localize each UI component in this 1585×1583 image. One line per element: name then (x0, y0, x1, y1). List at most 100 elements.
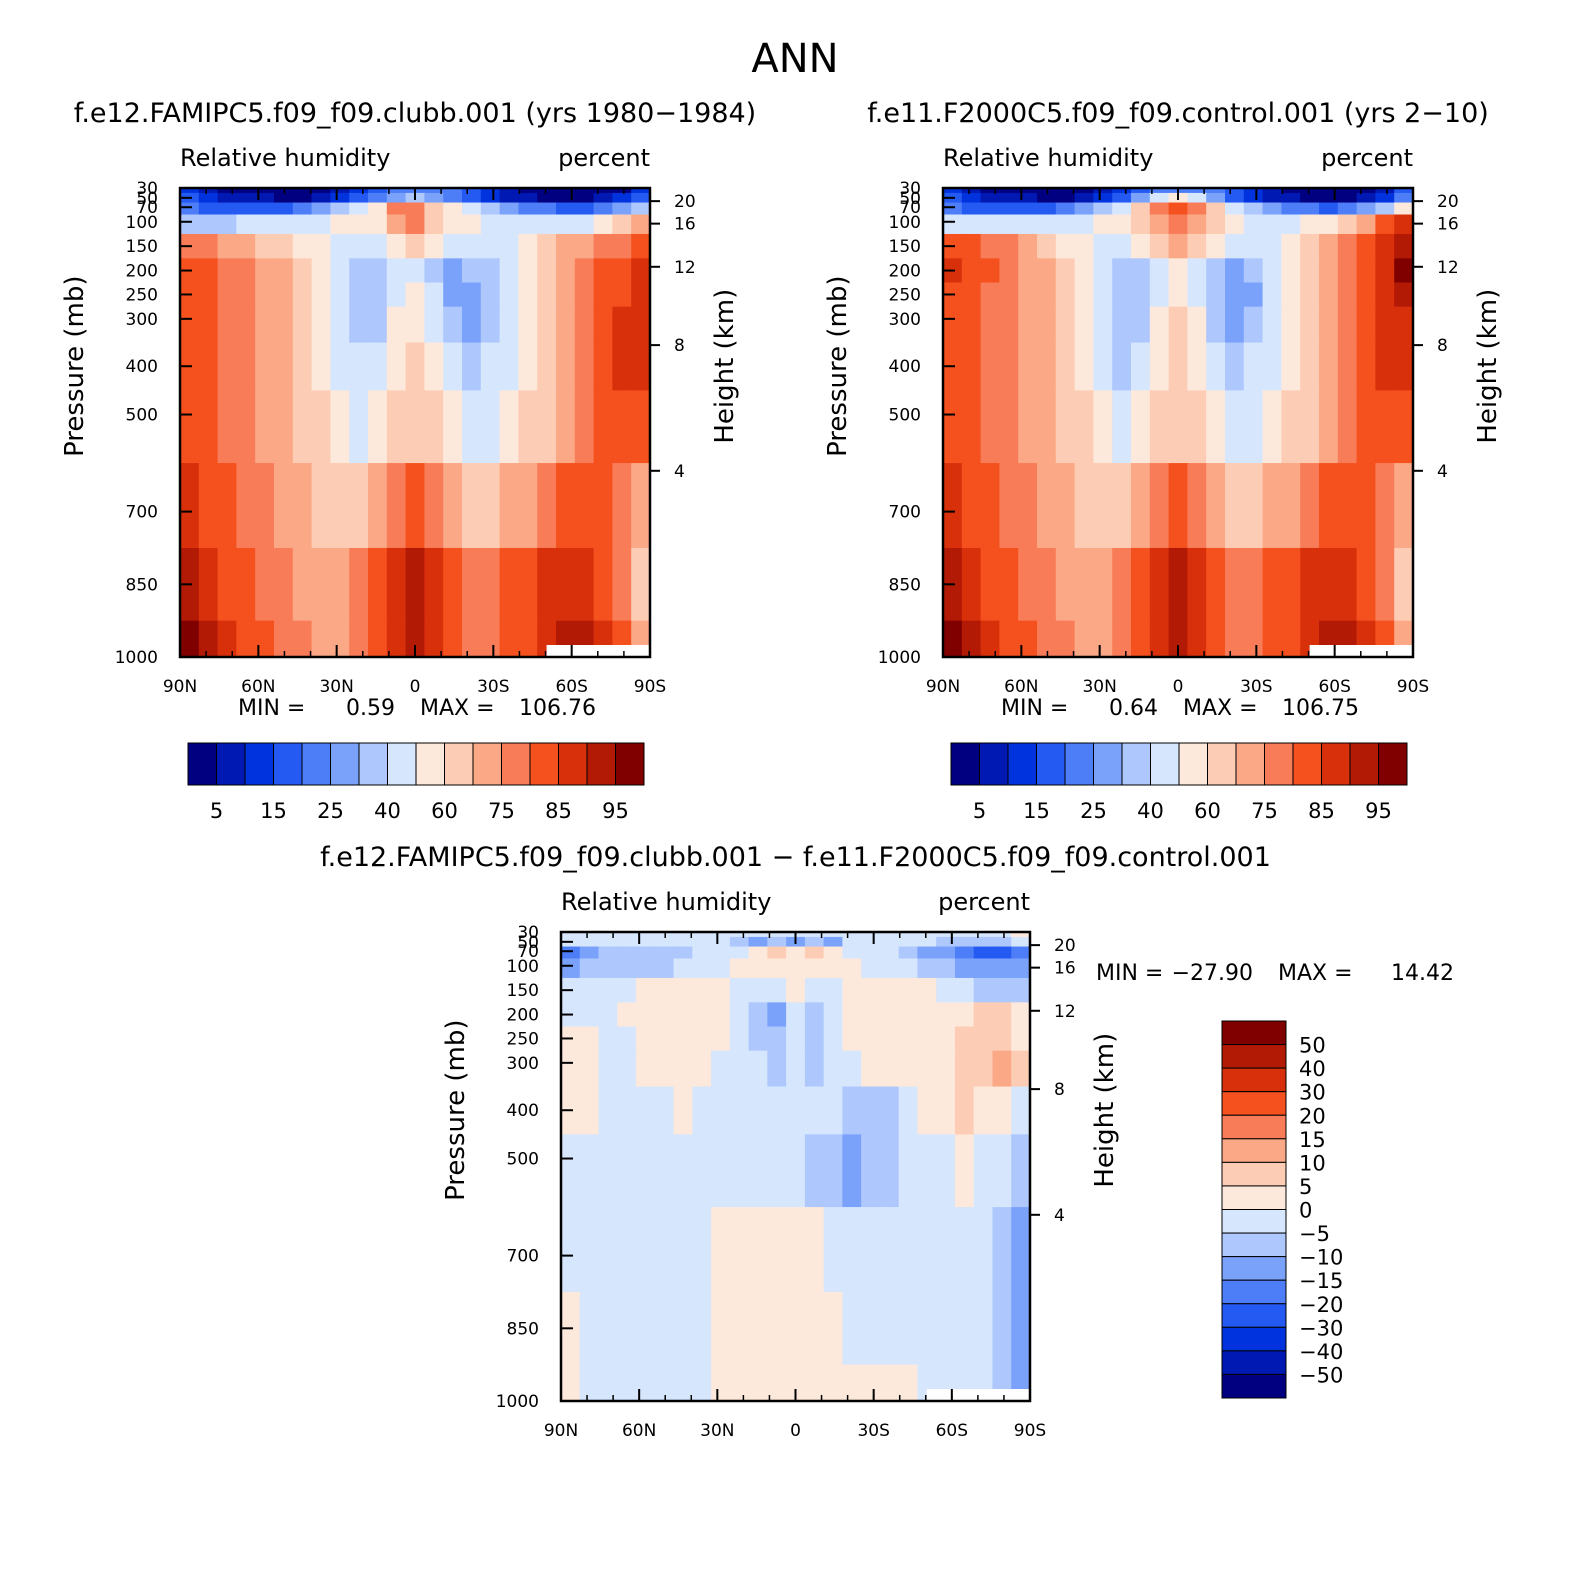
heatmap-cell (593, 306, 614, 344)
heatmap-cell (1281, 620, 1301, 658)
heatmap-cell (1074, 342, 1095, 392)
heatmap-cell (767, 932, 787, 938)
heatmap-cell (424, 620, 444, 658)
max-value: 106.75 (1282, 696, 1359, 721)
heatmap-cell (1206, 233, 1226, 260)
heatmap-cell (1093, 214, 1113, 235)
heatmap-cell (180, 620, 200, 658)
heatmap-cell (943, 463, 963, 549)
heatmap-cell (1375, 390, 1395, 464)
heatmap-cell (917, 932, 937, 938)
colorbar-swatch (1178, 742, 1208, 786)
heatmap-cell (1037, 342, 1057, 392)
heatmap-cell (1112, 306, 1132, 344)
heatmap-cell (999, 258, 1019, 284)
heatmap-cell (1149, 258, 1170, 284)
heatmap-cell (842, 1050, 862, 1088)
heatmap-cell (1262, 258, 1283, 284)
heatmap-cell (1225, 620, 1245, 658)
heatmap-cell (767, 1207, 787, 1293)
heatmap-cell (1093, 547, 1113, 622)
heatmap-cell (537, 547, 557, 622)
colorbar-swatch (950, 742, 980, 786)
heatmap-cell (973, 1291, 994, 1366)
heatmap-cell (593, 258, 614, 284)
heatmap-cell (579, 1364, 600, 1402)
heatmap-cell (330, 258, 350, 284)
heatmap-cell (579, 1291, 600, 1366)
heatmap-cell (1337, 282, 1358, 308)
heatmap-cell (636, 1086, 656, 1136)
heatmap-cell (936, 932, 956, 938)
heatmap-cell (1337, 233, 1358, 260)
heatmap-cell (574, 463, 595, 549)
heatmap-cell (612, 258, 632, 284)
heatmap-cell (1037, 258, 1057, 284)
heatmap-cell (198, 390, 219, 464)
heatmap-cell (1206, 192, 1226, 204)
heatmap-cell (1055, 258, 1076, 284)
right-subtitle: percent (938, 888, 1030, 916)
heatmap-cell (255, 188, 275, 194)
heatmap-cell (405, 342, 426, 392)
heatmap-cell (349, 188, 369, 194)
heatmap-cell (673, 946, 694, 960)
heatmap-cell (556, 202, 576, 216)
heatmap-cell (1281, 463, 1301, 549)
heatmap-cell (1262, 390, 1283, 464)
heatmap-cell (1168, 547, 1189, 622)
heatmap-cell (1187, 214, 1207, 235)
colorbar-swatch (1121, 742, 1151, 786)
heatmap-cell (804, 1134, 825, 1208)
heatmap-cell (992, 1026, 1013, 1052)
heatmap-cell (943, 188, 963, 194)
heatmap-cell (973, 1050, 994, 1088)
heatmap-cell (917, 1086, 937, 1136)
heatmap-cell (537, 202, 557, 216)
heatmap-cell (748, 1134, 769, 1208)
heatmap-cell (236, 342, 256, 392)
y-tick-label: 500 (889, 406, 921, 426)
heatmap-cell (593, 202, 614, 216)
heatmap-cell (499, 202, 520, 216)
heatmap-cell (368, 620, 388, 658)
heatmap-cell (936, 1134, 956, 1208)
heatmap-cell (879, 1050, 900, 1088)
heatmap-cell (292, 233, 313, 260)
chart-panel: f.e12.FAMIPC5.f09_f09.clubb.001 (yrs 198… (60, 98, 756, 823)
heatmap-cell (480, 192, 501, 204)
heatmap-cell (1262, 233, 1283, 260)
heatmap-cell (1337, 306, 1358, 344)
heatmap-cell (556, 188, 576, 194)
heatmap-cell (574, 214, 595, 235)
x-tick-label: 30N (319, 677, 353, 697)
heatmap-cell (943, 214, 963, 235)
heatmap-cell (1011, 1002, 1031, 1028)
heatmap-cell (1011, 1207, 1031, 1293)
heatmap-cell (1018, 233, 1038, 260)
y-tick-label: 50 (899, 189, 921, 209)
heatmap-cell (612, 233, 632, 260)
heatmap-cell (973, 1026, 994, 1052)
heatmap-cell (274, 214, 294, 235)
heatmap-cell (1319, 306, 1339, 344)
heatmap-cell (1074, 463, 1095, 549)
heatmap-cell (973, 936, 994, 948)
heatmap-cell (748, 1002, 769, 1028)
heatmap-cell (561, 1207, 581, 1293)
heatmap-cell (368, 202, 388, 216)
heatmap-cell (561, 1050, 581, 1088)
heatmap-cell (1281, 342, 1301, 392)
y-tick-label: 250 (889, 285, 921, 305)
heatmap-cell (1356, 390, 1377, 464)
heatmap-cell (556, 258, 576, 284)
heatmap-cell (992, 1086, 1013, 1136)
heatmap-cell (711, 1050, 731, 1088)
heatmap-cell (1112, 258, 1132, 284)
heatmap-cell (518, 390, 538, 464)
heatmap-cell (1168, 233, 1189, 260)
heatmap-cell (537, 192, 557, 204)
colorbar-label: −50 (1299, 1363, 1343, 1387)
heatmap-cell (961, 306, 982, 344)
colorbar-label: 95 (602, 799, 629, 823)
